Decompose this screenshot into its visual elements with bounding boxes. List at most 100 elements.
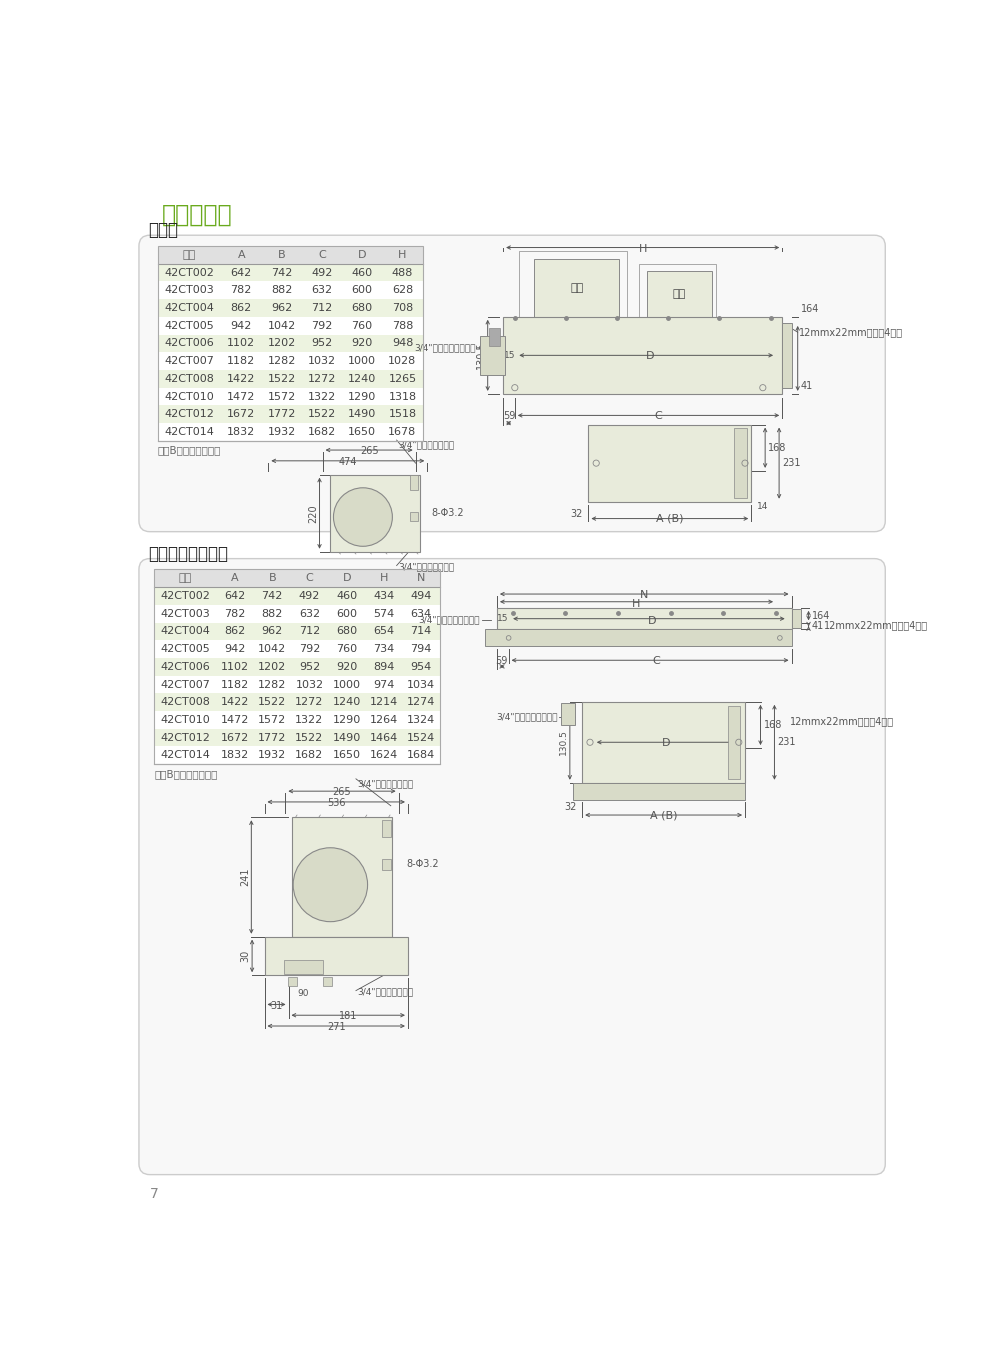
Bar — [288, 977, 297, 987]
Bar — [402, 676, 440, 693]
Bar — [254, 588, 291, 605]
Text: 680: 680 — [336, 627, 357, 636]
Text: 1672: 1672 — [221, 733, 249, 742]
Bar — [342, 406, 382, 423]
Text: 8-Φ3.2: 8-Φ3.2 — [406, 859, 439, 868]
Text: 1464: 1464 — [370, 733, 398, 742]
Bar — [402, 588, 440, 605]
Text: 1650: 1650 — [348, 427, 376, 437]
Text: 1264: 1264 — [370, 715, 398, 725]
Text: 265: 265 — [333, 787, 351, 798]
Bar — [328, 729, 365, 746]
Bar — [261, 316, 302, 335]
Text: 42CT004: 42CT004 — [164, 303, 214, 313]
Bar — [582, 702, 745, 783]
Bar — [254, 711, 291, 729]
Text: 3/4"外螺纹凝结水接口: 3/4"外螺纹凝结水接口 — [418, 616, 480, 624]
Text: C: C — [318, 250, 326, 259]
Bar — [328, 746, 365, 764]
Text: 434: 434 — [373, 590, 394, 601]
Text: 642: 642 — [231, 267, 252, 278]
Bar — [647, 270, 712, 316]
Text: 1202: 1202 — [258, 662, 286, 672]
Bar — [342, 246, 382, 263]
Text: 1522: 1522 — [308, 410, 336, 419]
Text: 130.5: 130.5 — [476, 342, 486, 369]
Text: 1932: 1932 — [267, 427, 296, 437]
Bar — [342, 423, 382, 441]
Bar — [291, 729, 328, 746]
Bar — [221, 246, 261, 263]
Text: 1422: 1422 — [227, 373, 255, 384]
Text: D: D — [662, 738, 671, 749]
Text: 708: 708 — [392, 303, 413, 313]
Bar — [216, 676, 254, 693]
Text: 1274: 1274 — [407, 697, 435, 707]
Text: 1032: 1032 — [308, 356, 336, 366]
Text: 41: 41 — [812, 622, 824, 631]
Bar — [158, 353, 221, 370]
Bar — [154, 711, 216, 729]
Text: 712: 712 — [299, 627, 320, 636]
Text: 1678: 1678 — [388, 427, 417, 437]
Text: 3/4"内螺纹回水接口: 3/4"内螺纹回水接口 — [358, 779, 414, 788]
Bar — [291, 623, 328, 641]
Bar — [221, 370, 261, 388]
Bar — [302, 370, 342, 388]
Text: 1282: 1282 — [267, 356, 296, 366]
Text: 962: 962 — [262, 627, 283, 636]
Bar — [158, 388, 221, 406]
Text: 742: 742 — [271, 267, 292, 278]
Text: 1102: 1102 — [227, 338, 255, 349]
Text: D: D — [358, 250, 366, 259]
Text: 948: 948 — [392, 338, 413, 349]
Text: 42CT002: 42CT002 — [164, 267, 214, 278]
Text: 机组: 机组 — [183, 250, 196, 259]
Text: 920: 920 — [336, 662, 357, 672]
Bar — [382, 353, 423, 370]
Text: H: H — [639, 244, 647, 254]
Text: 962: 962 — [271, 303, 292, 313]
Bar — [264, 936, 408, 976]
Bar — [158, 406, 221, 423]
Text: 42CT003: 42CT003 — [164, 285, 214, 296]
Text: C: C — [654, 411, 662, 421]
Text: 1832: 1832 — [227, 427, 255, 437]
Text: 712: 712 — [311, 303, 332, 313]
Text: 3/4"内螺纹回水接口: 3/4"内螺纹回水接口 — [398, 440, 454, 449]
Text: 42CT005: 42CT005 — [161, 645, 210, 654]
Text: 1518: 1518 — [388, 410, 417, 419]
Bar — [254, 605, 291, 623]
Bar — [365, 746, 402, 764]
Bar — [534, 259, 619, 316]
Text: 42CT008: 42CT008 — [161, 697, 210, 707]
Text: 1522: 1522 — [258, 697, 286, 707]
Bar — [154, 693, 216, 711]
Text: 31: 31 — [270, 1000, 282, 1011]
Text: 794: 794 — [410, 645, 432, 654]
Bar — [342, 299, 382, 316]
Bar — [254, 746, 291, 764]
Bar — [382, 246, 423, 263]
Text: 632: 632 — [311, 285, 332, 296]
Bar — [382, 406, 423, 423]
Text: 1524: 1524 — [407, 733, 435, 742]
Bar — [382, 820, 391, 836]
Text: 12mmx22mm吊槽（4个）: 12mmx22mm吊槽（4个） — [799, 327, 903, 338]
Bar — [154, 729, 216, 746]
Bar — [216, 658, 254, 676]
Bar — [292, 817, 392, 936]
Bar — [254, 623, 291, 641]
Text: 952: 952 — [299, 662, 320, 672]
Text: 1240: 1240 — [333, 697, 361, 707]
Text: 628: 628 — [392, 285, 413, 296]
Circle shape — [333, 487, 392, 547]
Bar — [291, 588, 328, 605]
Text: 1932: 1932 — [258, 750, 286, 760]
Bar — [782, 323, 792, 388]
FancyBboxPatch shape — [139, 559, 885, 1175]
Text: 600: 600 — [336, 609, 357, 619]
Bar — [588, 425, 751, 502]
Bar — [284, 959, 323, 974]
Text: H: H — [398, 250, 407, 259]
